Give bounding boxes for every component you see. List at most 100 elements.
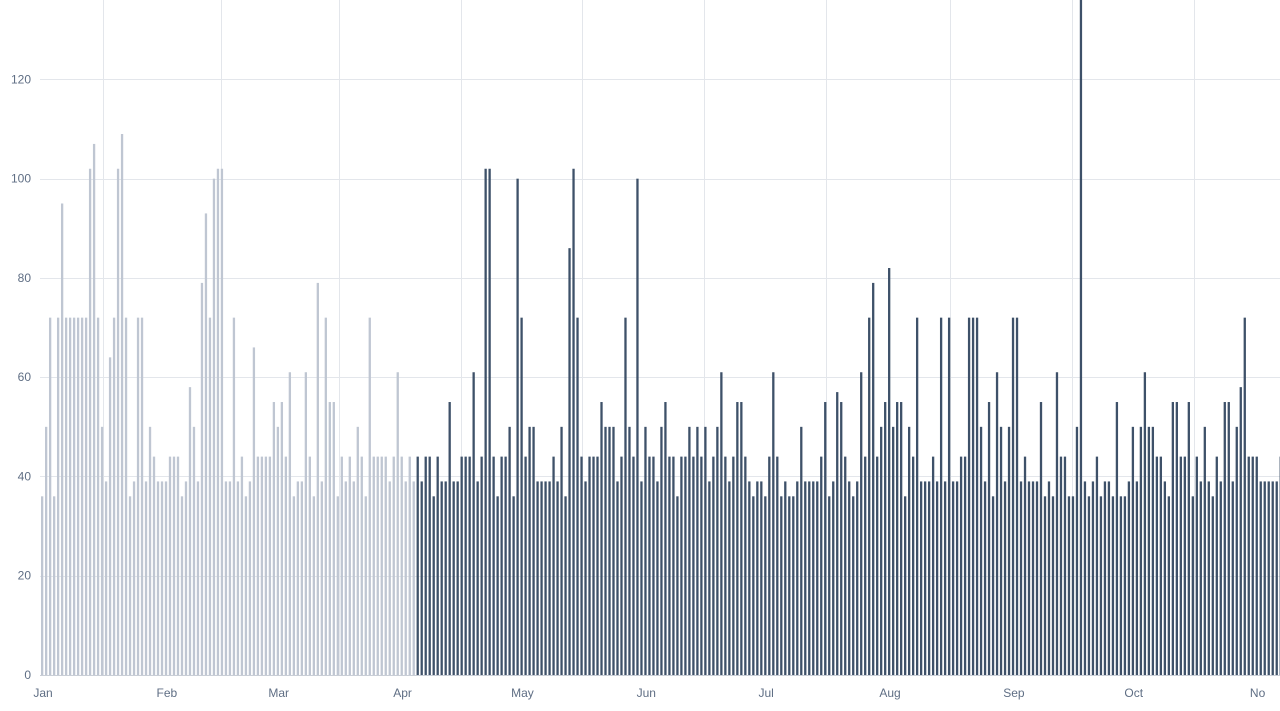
bar <box>1095 456 1099 675</box>
bar <box>1183 456 1186 675</box>
bar <box>1043 496 1047 675</box>
bar <box>692 456 695 675</box>
bar <box>560 426 563 675</box>
bar <box>955 481 959 675</box>
bar <box>140 317 144 675</box>
bar <box>836 392 839 675</box>
bar <box>660 426 663 675</box>
bar <box>144 481 148 675</box>
bar <box>208 317 212 675</box>
bar <box>1227 402 1230 675</box>
bar <box>987 402 991 675</box>
bar <box>1079 0 1083 676</box>
bar <box>1207 481 1210 675</box>
bar <box>740 402 743 675</box>
bar <box>943 481 947 675</box>
bar <box>236 481 240 675</box>
bar <box>999 426 1003 675</box>
bar <box>288 372 292 675</box>
bar <box>1007 426 1011 675</box>
bar <box>1031 481 1035 675</box>
bar <box>532 426 535 675</box>
bar <box>876 456 879 675</box>
bar <box>1167 496 1170 675</box>
bar <box>240 456 244 675</box>
bar <box>1151 426 1155 675</box>
bar <box>1107 481 1111 675</box>
bar <box>1191 496 1194 675</box>
bar <box>232 317 236 675</box>
bar <box>368 317 371 675</box>
bar <box>1063 456 1067 675</box>
bar <box>616 481 619 675</box>
bar <box>688 426 691 675</box>
bar <box>1255 456 1258 675</box>
bar <box>1243 317 1246 675</box>
bar <box>652 456 655 675</box>
bar <box>156 481 160 675</box>
bar <box>788 496 791 675</box>
bar <box>228 481 232 675</box>
bar <box>963 456 967 675</box>
bar <box>1247 456 1250 675</box>
bar <box>604 426 607 675</box>
bar <box>320 481 323 675</box>
bar <box>1051 496 1055 675</box>
bar <box>432 496 435 675</box>
bar <box>448 402 451 675</box>
bar <box>892 426 895 675</box>
bar <box>1075 426 1079 675</box>
bar <box>136 317 140 675</box>
bar <box>316 282 319 675</box>
bar <box>712 456 715 675</box>
bar <box>1091 481 1095 675</box>
bar <box>452 481 455 675</box>
bar <box>68 317 72 675</box>
bar <box>923 481 927 675</box>
bar <box>983 481 987 675</box>
bar <box>1223 402 1226 675</box>
bar <box>360 456 363 675</box>
x-tick-label: Oct <box>1124 686 1143 700</box>
bar <box>724 456 727 675</box>
bars <box>41 0 1280 676</box>
y-tick-label: 0 <box>24 668 31 682</box>
bar <box>1147 426 1151 675</box>
bar <box>1047 481 1051 675</box>
bar <box>820 456 823 675</box>
bar <box>396 372 399 675</box>
bar <box>64 317 68 675</box>
bar <box>508 426 511 675</box>
bar <box>520 317 523 675</box>
bar <box>959 456 963 675</box>
bar <box>344 481 347 675</box>
bar <box>648 456 651 675</box>
bar <box>947 317 951 675</box>
bar <box>168 456 172 675</box>
bar <box>108 357 112 675</box>
bar <box>260 456 264 675</box>
bar <box>720 372 723 675</box>
bar <box>416 456 419 675</box>
bar <box>1235 426 1238 675</box>
bar <box>292 496 296 675</box>
bar <box>304 372 307 675</box>
bar <box>1199 481 1202 675</box>
bar <box>744 456 747 675</box>
bar <box>492 456 495 675</box>
bar <box>856 481 859 675</box>
y-tick-label: 40 <box>18 469 32 483</box>
bar <box>1067 496 1071 675</box>
bar <box>1187 402 1190 675</box>
bar <box>772 372 775 675</box>
bar <box>656 481 659 675</box>
bar <box>480 456 483 675</box>
bar <box>888 268 891 675</box>
bar <box>544 481 547 675</box>
bar <box>504 456 507 675</box>
bar <box>760 481 763 675</box>
bar <box>796 481 799 675</box>
bar <box>1127 481 1131 675</box>
bar <box>1171 402 1174 675</box>
bar <box>868 317 871 675</box>
